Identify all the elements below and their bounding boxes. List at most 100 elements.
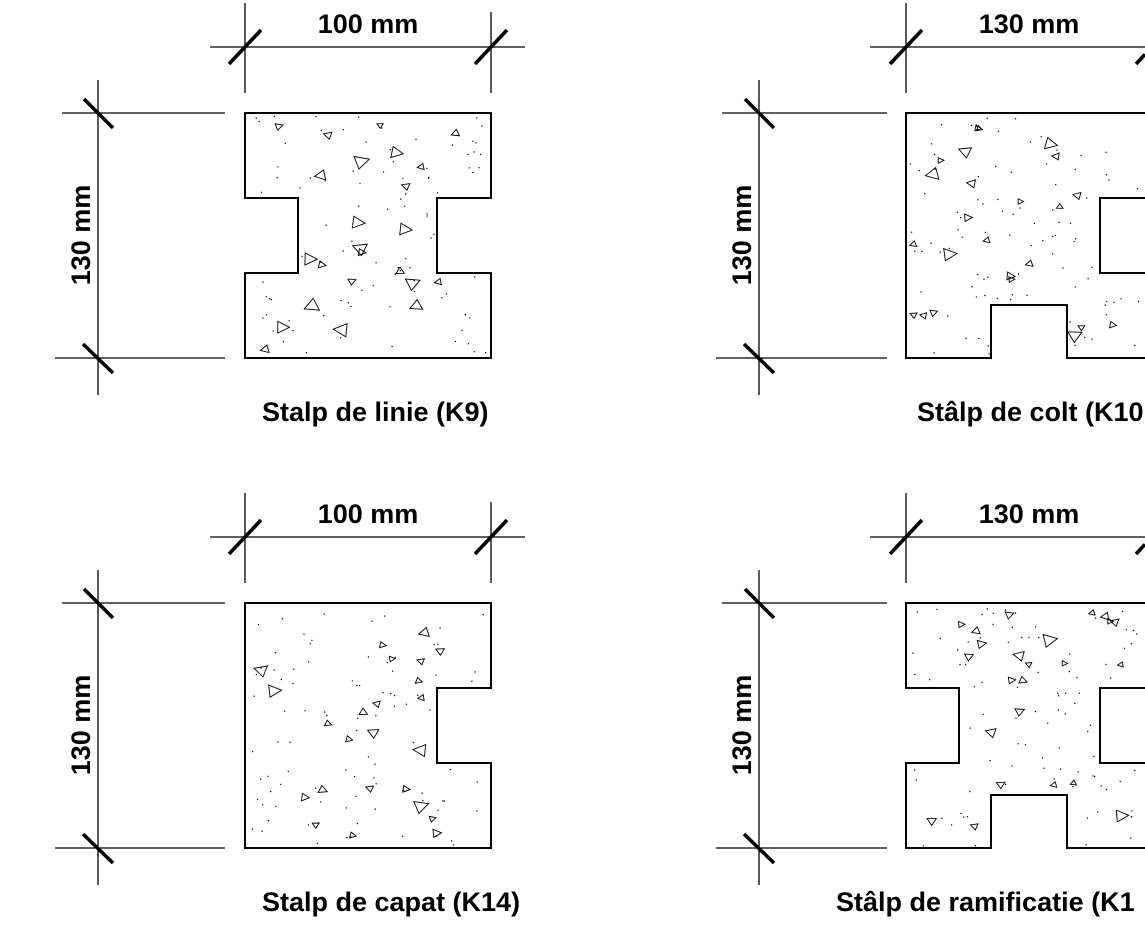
- aggregate-dot: [252, 828, 253, 829]
- aggregate-dot: [1101, 785, 1102, 786]
- aggregate-triangle: [972, 627, 981, 634]
- aggregate-dot: [469, 317, 470, 318]
- aggregate-dot: [977, 274, 978, 275]
- aggregate-dot: [343, 250, 344, 251]
- aggregate-dot: [1055, 184, 1056, 185]
- aggregate-dot: [967, 816, 968, 817]
- post-groove-right: [1100, 198, 1145, 273]
- aggregate-triangle: [1052, 153, 1059, 160]
- aggregate-triangle: [1089, 610, 1095, 615]
- aggregate-triangle: [1008, 677, 1015, 684]
- aggregate-dot: [988, 353, 989, 354]
- aggregate-dot: [430, 237, 431, 238]
- aggregate-dot: [919, 170, 920, 171]
- aggregate-dot: [1070, 223, 1071, 224]
- aggregate-dot: [450, 769, 451, 770]
- aggregate-dot: [375, 808, 376, 809]
- aggregate-dot: [302, 256, 303, 257]
- aggregate-dot: [441, 297, 442, 298]
- aggregate-triangle: [1073, 193, 1081, 200]
- aggregate-dot: [357, 823, 358, 824]
- aggregate-triangle: [1019, 677, 1027, 684]
- aggregate-dot: [992, 624, 993, 625]
- aggregate-dot: [289, 742, 290, 743]
- aggregate-dot: [310, 643, 311, 644]
- aggregate-dot: [321, 130, 322, 131]
- aggregate-dot: [1062, 267, 1063, 268]
- aggregate-dot: [311, 640, 312, 641]
- aggregate-dot: [308, 661, 309, 662]
- aggregate-dot: [299, 187, 300, 188]
- aggregate-dot: [1011, 765, 1012, 766]
- aggregate-dot: [277, 177, 278, 178]
- aggregate-dot: [1110, 677, 1111, 678]
- aggregate-dot: [1009, 234, 1010, 235]
- aggregate-dot: [468, 343, 469, 344]
- aggregate-dot: [962, 237, 963, 238]
- aggregate-dot: [413, 742, 414, 743]
- aggregate-dot: [959, 664, 960, 665]
- aggregate-dot: [1058, 695, 1059, 696]
- aggregate-dot: [1030, 141, 1031, 142]
- aggregate-dot: [345, 769, 346, 770]
- aggregate-dot: [1031, 245, 1032, 246]
- panel-caption: Stâlp de colt (K10: [917, 397, 1144, 427]
- aggregate-dot: [260, 778, 261, 779]
- aggregate-triangle: [925, 168, 939, 180]
- aggregate-dot: [1075, 169, 1076, 170]
- width-dimension-label: 100 mm: [318, 499, 419, 529]
- aggregate-dot: [1028, 637, 1029, 638]
- aggregate-dot: [1078, 771, 1079, 772]
- aggregate-dot: [261, 667, 262, 668]
- aggregate-dot: [262, 317, 263, 318]
- aggregate-dot: [1090, 725, 1091, 726]
- aggregate-triangle: [967, 180, 976, 188]
- aggregate-dot: [1091, 339, 1092, 340]
- aggregate-dot: [348, 302, 349, 303]
- aggregate-triangle: [1025, 663, 1031, 668]
- aggregate-dot: [1054, 778, 1055, 779]
- aggregate-triangle: [1050, 782, 1056, 788]
- aggregate-triangle: [920, 313, 927, 319]
- aggregate-dot: [1002, 211, 1003, 212]
- aggregate-dot: [266, 314, 267, 315]
- aggregate-dot: [1094, 776, 1095, 777]
- aggregate-dot: [1124, 648, 1125, 649]
- aggregate-dot: [936, 609, 937, 610]
- aggregate-dot: [1012, 294, 1013, 295]
- aggregate-dot: [916, 779, 917, 780]
- aggregate-dot: [266, 296, 267, 297]
- aggregate-dot: [978, 338, 979, 339]
- aggregate-dot: [404, 206, 405, 207]
- aggregate-dot: [390, 149, 391, 150]
- aggregate-dot: [481, 125, 482, 126]
- aggregate-dot: [340, 300, 341, 301]
- aggregate-dot: [428, 177, 429, 178]
- aggregate-dot: [980, 637, 981, 638]
- aggregate-dot: [292, 683, 293, 684]
- aggregate-dot: [270, 791, 271, 792]
- aggregate-dot: [976, 126, 977, 127]
- aggregate-dot: [324, 180, 325, 181]
- aggregate-dot: [929, 679, 930, 680]
- aggregate-dot: [976, 124, 977, 125]
- aggregate-triangle: [1078, 326, 1085, 331]
- aggregate-dot: [997, 199, 998, 200]
- aggregate-dot: [453, 844, 454, 845]
- aggregate-dot: [288, 320, 289, 321]
- aggregate-dot: [1131, 810, 1132, 811]
- aggregate-dot: [971, 286, 972, 287]
- aggregate-dot: [1076, 677, 1077, 678]
- aggregate-dot: [262, 281, 263, 282]
- aggregate-dot: [987, 118, 988, 119]
- aggregate-dot: [1085, 844, 1086, 845]
- aggregate-dot: [480, 154, 481, 155]
- aggregate-triangle: [977, 640, 986, 648]
- aggregate-dot: [957, 229, 958, 230]
- aggregate-dot: [1087, 731, 1088, 732]
- aggregate-dot: [1055, 235, 1056, 236]
- aggregate-triangle: [910, 313, 917, 318]
- aggregate-dot: [409, 267, 410, 268]
- aggregate-dot: [474, 351, 475, 352]
- aggregate-dot: [383, 171, 384, 172]
